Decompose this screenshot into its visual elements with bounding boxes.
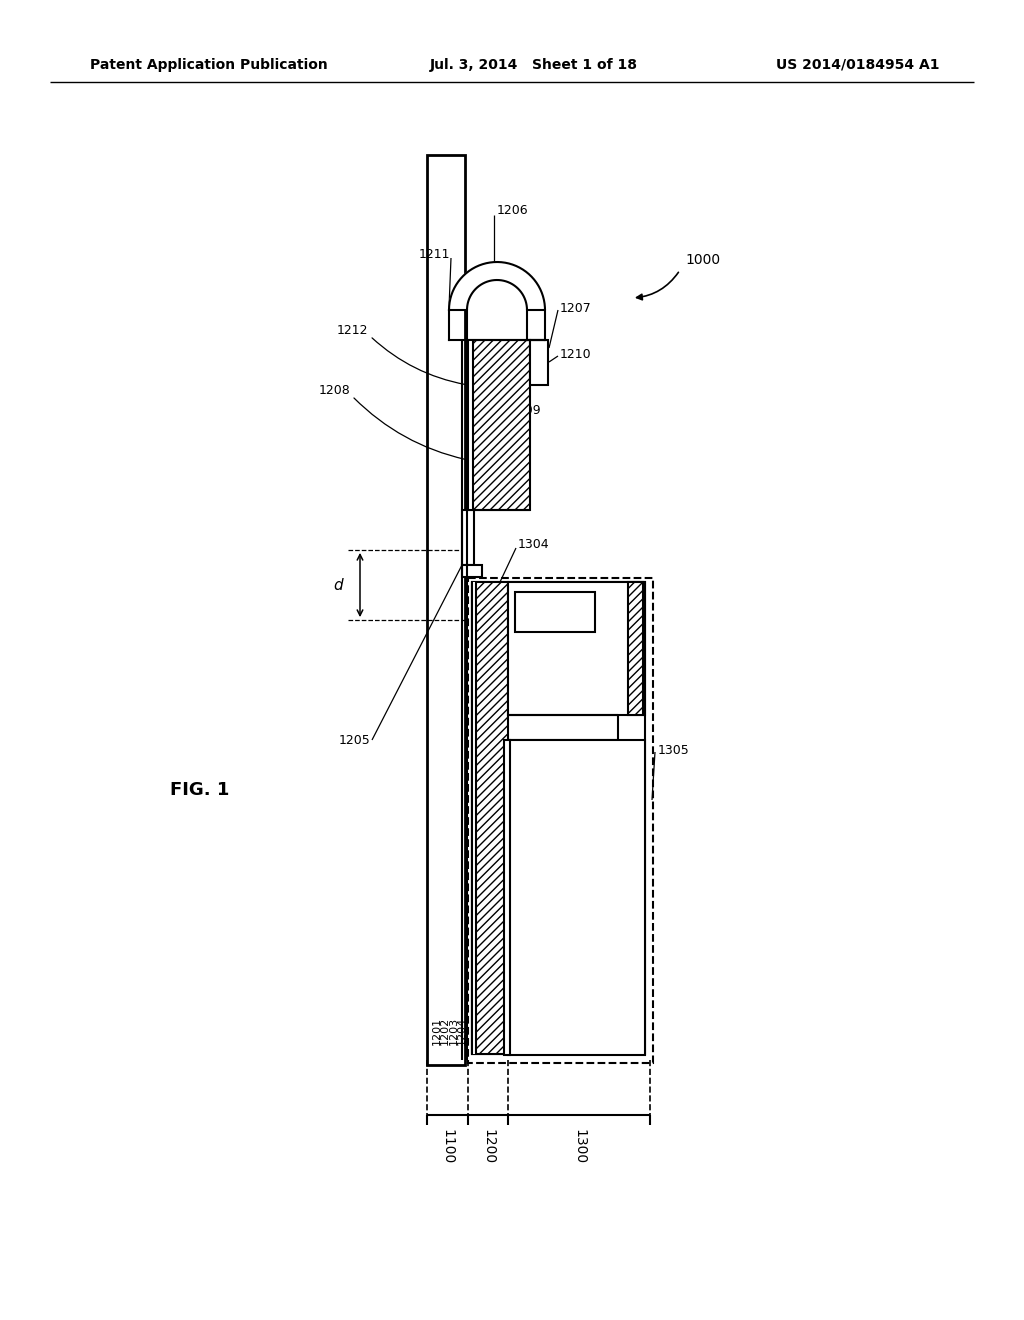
Bar <box>472 582 476 1053</box>
Text: FIG. 1: FIG. 1 <box>170 781 229 799</box>
Bar <box>462 565 482 577</box>
Bar <box>472 582 508 1053</box>
Bar <box>427 154 465 1065</box>
Text: d: d <box>334 578 343 593</box>
Text: 1305: 1305 <box>658 743 690 756</box>
Bar <box>508 741 645 1055</box>
Bar <box>462 510 474 565</box>
Text: 1302: 1302 <box>490 1016 500 1045</box>
Text: 1203: 1203 <box>449 1016 459 1045</box>
Text: 1300: 1300 <box>572 1129 586 1164</box>
Text: 1211: 1211 <box>419 248 450 261</box>
Bar <box>628 582 643 715</box>
Bar <box>468 578 653 1063</box>
Polygon shape <box>449 261 545 310</box>
Text: 1208: 1208 <box>318 384 350 396</box>
Bar <box>468 341 530 510</box>
Bar <box>515 591 595 632</box>
Bar <box>472 582 645 1053</box>
Text: Patent Application Publication: Patent Application Publication <box>90 58 328 73</box>
Bar <box>504 741 510 1055</box>
Bar <box>468 341 473 510</box>
Text: 1301: 1301 <box>476 1016 486 1045</box>
Text: 1210: 1210 <box>560 348 592 362</box>
Bar <box>508 582 645 715</box>
Text: 1304: 1304 <box>518 539 550 552</box>
Text: 1303: 1303 <box>502 1016 512 1045</box>
Text: 1205: 1205 <box>338 734 370 747</box>
Text: 1000: 1000 <box>685 253 720 267</box>
Text: 1200: 1200 <box>481 1129 495 1164</box>
Text: 1212: 1212 <box>337 323 368 337</box>
Text: 1100: 1100 <box>440 1129 454 1164</box>
Text: 1201: 1201 <box>432 1016 442 1045</box>
Text: 1202: 1202 <box>440 1016 450 1045</box>
Bar <box>530 341 548 385</box>
Text: US 2014/0184954 A1: US 2014/0184954 A1 <box>776 58 940 73</box>
Text: Jul. 3, 2014   Sheet 1 of 18: Jul. 3, 2014 Sheet 1 of 18 <box>430 58 638 73</box>
Text: 1206: 1206 <box>497 203 528 216</box>
Text: 1204: 1204 <box>457 1016 467 1045</box>
Text: 1207: 1207 <box>560 301 592 314</box>
Text: 1209: 1209 <box>510 404 542 417</box>
